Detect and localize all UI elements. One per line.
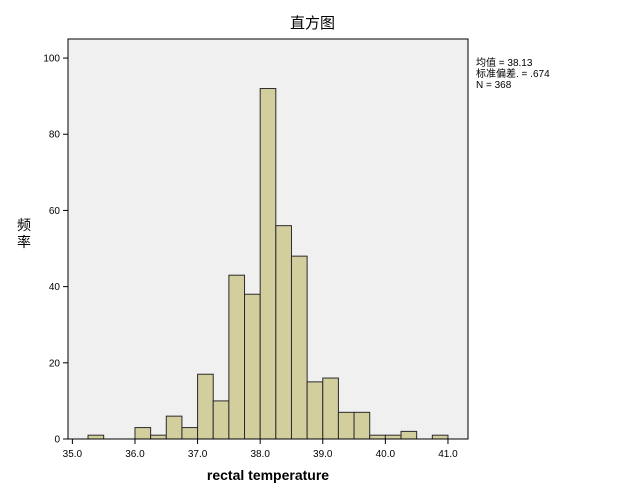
y-axis-label-char: 频 (17, 218, 31, 234)
histogram-bar (384, 434, 402, 440)
x-tick-label: 39.0 (313, 449, 333, 460)
chart-title: 直方图 (289, 14, 335, 32)
histogram-bar (275, 225, 292, 440)
y-axis-label-char: 率 (17, 235, 31, 251)
histogram-bar (431, 434, 449, 440)
histogram-bar (150, 434, 167, 440)
x-tick-label: 37.0 (188, 449, 208, 460)
histogram-bar (322, 377, 339, 440)
histogram-bar (290, 255, 308, 440)
x-axis-label: rectal temperature (206, 467, 330, 483)
bars-group (87, 88, 449, 440)
y-axis-label: 频率 (14, 218, 34, 252)
y-tick-label: 60 (49, 206, 61, 217)
y-ticks-group: 0 20 40 60 80 100 (43, 54, 68, 446)
x-ticks-group: 35.0 36.0 37.0 38.0 39.0 40.0 41.0 (63, 439, 458, 460)
histogram-bar (228, 274, 246, 440)
histogram-bar (134, 427, 152, 440)
histogram-bar (259, 88, 277, 440)
stats-mean: 均值 = 38.13 (476, 58, 533, 69)
histogram-bar (87, 434, 105, 440)
y-tick-label: 80 (49, 130, 61, 141)
stats-legend: 均值 = 38.13 标准偏差. = .674 N = 368 (476, 58, 550, 91)
y-tick-label: 20 (49, 358, 61, 369)
histogram-bar (212, 400, 230, 440)
histogram-bar (353, 411, 371, 440)
histogram-bar (181, 427, 199, 440)
x-tick-label: 38.0 (250, 449, 270, 460)
histogram-bar (400, 430, 418, 440)
x-tick-label: 35.0 (63, 449, 83, 460)
y-tick-label: 100 (43, 54, 60, 65)
stats-sd: 标准偏差. = .674 (476, 69, 550, 80)
histogram-bar (306, 381, 324, 440)
x-tick-label: 36.0 (125, 449, 145, 460)
histogram-bar (165, 415, 183, 440)
stats-n: N = 368 (476, 80, 512, 91)
x-tick-label: 40.0 (376, 449, 396, 460)
y-tick-label: 40 (49, 282, 61, 293)
histogram-bar (337, 411, 355, 440)
y-tick-label: 0 (54, 435, 60, 446)
x-tick-label: 41.0 (438, 449, 458, 460)
histogram-bar (244, 293, 261, 440)
histogram-bar (197, 373, 214, 440)
histogram-bar (369, 434, 386, 440)
